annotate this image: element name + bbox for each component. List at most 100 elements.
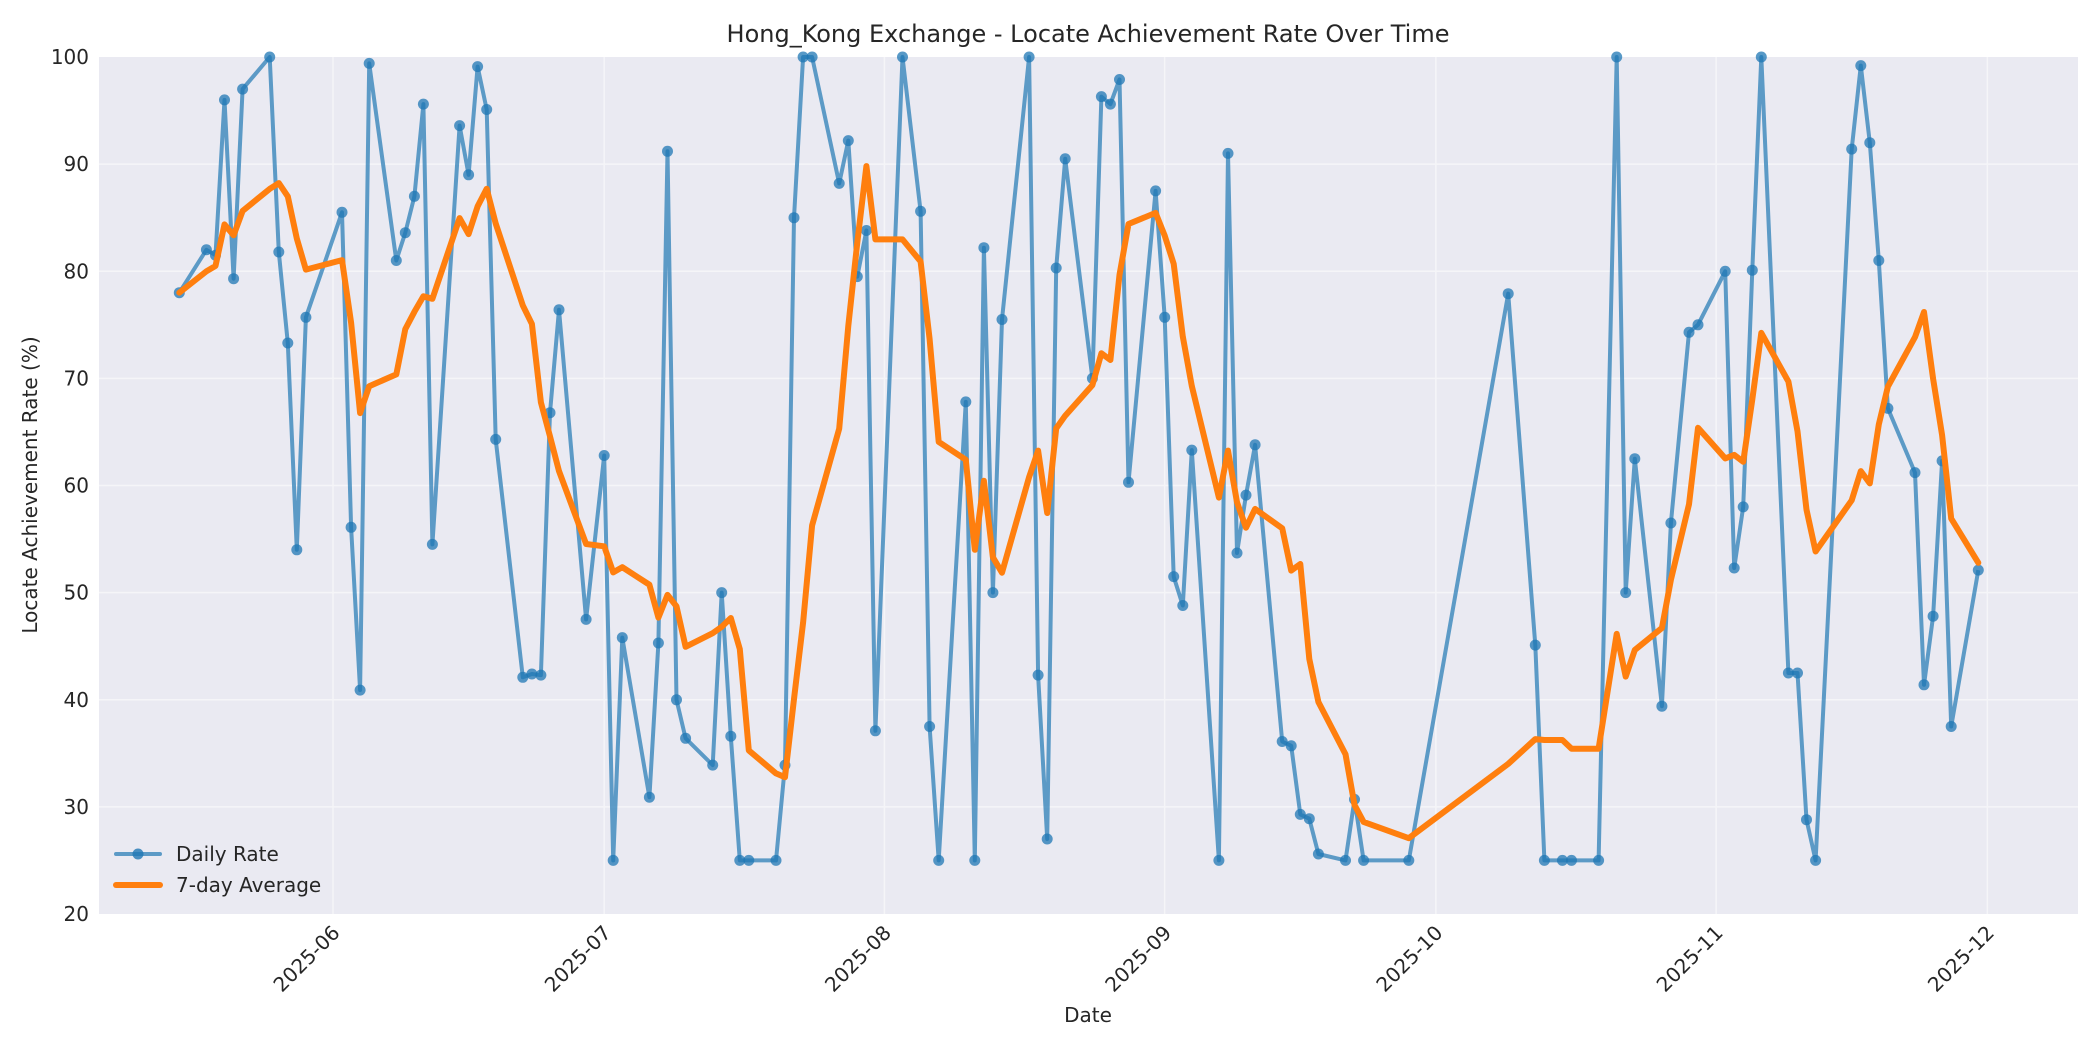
daily-rate-marker [1502, 288, 1514, 300]
daily-rate-marker [1231, 547, 1243, 559]
daily-rate-marker [1177, 600, 1189, 611]
daily-rate-marker [472, 61, 484, 73]
daily-rate-marker [200, 244, 212, 256]
daily-rate-marker [806, 51, 818, 63]
daily-rate-marker [978, 242, 990, 254]
daily-rate-marker [1792, 667, 1803, 679]
daily-rate-marker [680, 732, 692, 744]
daily-rate-marker [1656, 700, 1668, 712]
daily-rate-marker [580, 613, 592, 625]
daily-rate-marker [1737, 501, 1749, 513]
x-tick-label: 2025-11 [1652, 921, 1728, 997]
y-tick-label: 70 [64, 366, 89, 390]
daily-rate-marker [969, 854, 981, 866]
daily-rate-marker [282, 337, 294, 349]
daily-rate-marker [1620, 587, 1632, 599]
daily-rate-marker [833, 177, 845, 189]
daily-rate-marker [1059, 153, 1071, 165]
y-tick-label: 80 [64, 259, 89, 283]
daily-rate-marker [797, 51, 809, 63]
daily-rate-marker [1873, 255, 1885, 266]
daily-rate-marker [1222, 147, 1234, 159]
daily-rate-marker [1566, 854, 1577, 866]
daily-rate-marker [607, 854, 619, 866]
daily-rate-marker [1864, 137, 1876, 149]
7day-average-line [176, 163, 1982, 842]
legend-label-daily-rate: Daily Rate [176, 842, 279, 866]
daily-rate-marker [1041, 833, 1053, 845]
y-tick-label: 30 [64, 795, 89, 819]
daily-rate-marker [734, 854, 746, 866]
daily-rate-marker [1909, 467, 1921, 479]
legend-label-7day-average: 7-day Average [176, 873, 321, 897]
daily-rate-marker [1927, 610, 1939, 622]
daily-rate-marker [960, 396, 972, 408]
daily-rate-marker [1611, 51, 1623, 63]
daily-rate-marker [481, 104, 493, 115]
daily-rate-marker [390, 255, 402, 266]
legend-daily-marker-icon [132, 848, 144, 860]
daily-rate-marker [1403, 854, 1415, 866]
daily-rate-marker [1285, 740, 1297, 752]
daily-rate-marker [1728, 562, 1740, 574]
daily-rate-marker [1918, 679, 1930, 691]
daily-rate-marker [652, 637, 664, 649]
daily-rate-marker [842, 135, 854, 147]
daily-rate-marker [237, 83, 249, 95]
daily-rate-marker [264, 51, 276, 63]
daily-rate-marker [1846, 143, 1858, 155]
daily-rate-marker [1159, 311, 1171, 323]
daily-rate-marker [1746, 264, 1758, 276]
daily-rate-marker [408, 190, 420, 202]
daily-rate-marker [535, 669, 547, 681]
x-tick-label: 2025-06 [268, 921, 344, 997]
daily-rate-marker [1719, 265, 1731, 277]
y-tick-label: 20 [64, 902, 89, 926]
daily-rate-marker [1855, 60, 1867, 72]
daily-rate-marker [526, 668, 538, 680]
x-tick-label: 2025-07 [540, 921, 616, 997]
daily-rate-marker [553, 304, 565, 316]
daily-rate-marker [716, 587, 728, 599]
daily-rate-marker [354, 684, 366, 696]
daily-rate-marker [417, 98, 429, 110]
daily-rate-marker [1240, 489, 1252, 501]
daily-rate-marker [1168, 571, 1180, 583]
daily-rate-marker [1276, 736, 1288, 747]
daily-rate-marker [1186, 444, 1198, 456]
daily-rate-marker [1104, 98, 1116, 110]
daily-rate-marker [643, 791, 655, 803]
daily-rate-marker [788, 212, 800, 224]
daily-rate-marker [996, 314, 1008, 325]
daily-rate-marker [1665, 517, 1677, 529]
y-axis-ticks: 20 30 40 50 60 70 80 90 100 [51, 45, 89, 926]
daily-rate-marker [860, 225, 872, 236]
daily-rate-marker [707, 759, 719, 771]
daily-rate-marker [1755, 51, 1767, 63]
daily-rate-marker [1114, 74, 1125, 85]
daily-rate-marker [1023, 51, 1035, 63]
daily-rate-marker [1810, 854, 1822, 866]
daily-rate-marker [490, 433, 502, 445]
legend-item-7day-average: 7-day Average [113, 873, 321, 897]
x-tick-label: 2025-10 [1371, 921, 1447, 997]
daily-rate-marker [1312, 848, 1324, 860]
daily-rate-marker [869, 725, 881, 737]
daily-rate-marker [1150, 185, 1162, 197]
y-axis-label: Locate Achievement Rate (%) [18, 336, 42, 633]
daily-rate-marker [1303, 813, 1315, 825]
daily-rate-marker [1945, 721, 1957, 732]
daily-rate-marker [987, 587, 999, 599]
y-tick-label: 50 [64, 581, 89, 605]
daily-rate-marker [517, 671, 529, 683]
daily-rate-marker [1538, 854, 1550, 866]
daily-rate-marker [1358, 854, 1370, 866]
y-tick-label: 90 [64, 152, 89, 176]
x-tick-label: 2025-08 [820, 921, 896, 997]
daily-rate-marker [1529, 639, 1541, 651]
daily-rate-marker [399, 227, 411, 239]
daily-rate-marker [273, 246, 285, 258]
daily-rate-marker [1095, 91, 1107, 103]
daily-rate-marker [770, 854, 782, 866]
